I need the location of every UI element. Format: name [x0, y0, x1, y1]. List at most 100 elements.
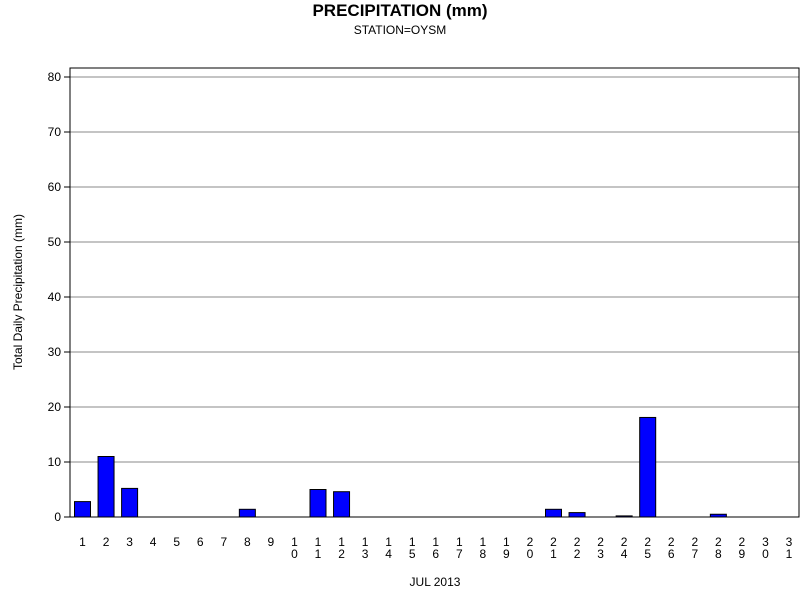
x-tick-digit: 8 [244, 535, 251, 549]
x-tick-digit: 1 [786, 547, 793, 561]
x-tick-digit: 8 [480, 547, 487, 561]
x-tick-digit: 2 [527, 535, 534, 549]
x-tick-label: 10 [291, 535, 298, 561]
x-tick-label: 24 [621, 535, 628, 561]
x-tick-label: 31 [786, 535, 793, 561]
y-tick-label: 40 [48, 290, 62, 304]
x-tick-digit: 2 [597, 535, 604, 549]
x-tick-digit: 0 [527, 547, 534, 561]
bar [121, 487, 139, 518]
y-tick-label: 70 [48, 125, 62, 139]
x-tick-label: 19 [503, 535, 510, 561]
bar [74, 501, 91, 518]
x-tick-digit: 5 [644, 547, 651, 561]
x-tick-label: 5 [173, 535, 180, 549]
y-tick-label: 50 [48, 235, 62, 249]
x-tick-digit: 9 [503, 547, 510, 561]
x-tick-digit: 0 [291, 547, 298, 561]
x-tick-label: 27 [691, 535, 698, 561]
x-tick-digit: 2 [739, 535, 746, 549]
x-tick-label: 15 [409, 535, 416, 561]
x-tick-digit: 4 [150, 535, 157, 549]
x-tick-digit: 3 [597, 547, 604, 561]
y-tick-label: 20 [48, 400, 62, 414]
x-tick-label: 12 [338, 535, 345, 561]
x-tick-label: 3 [126, 535, 133, 549]
x-tick-digit: 1 [432, 535, 439, 549]
x-tick-digit: 9 [739, 547, 746, 561]
x-tick-label: 13 [362, 535, 369, 561]
y-tick-label: 0 [54, 510, 61, 524]
x-tick-label: 21 [550, 535, 557, 561]
x-tick-digit: 1 [480, 535, 487, 549]
x-tick-label: 28 [715, 535, 722, 561]
bar [238, 508, 256, 518]
y-tick-label: 30 [48, 345, 62, 359]
x-tick-label: 25 [644, 535, 651, 561]
y-ticks: 0 10 20 30 40 50 60 70 80 [48, 70, 70, 524]
x-tick-digit: 1 [315, 547, 322, 561]
x-tick-digit: 3 [362, 547, 369, 561]
x-tick-label: 2 [103, 535, 110, 549]
bar [333, 491, 351, 518]
x-tick-digit: 9 [268, 535, 275, 549]
bar [97, 456, 115, 518]
x-axis-label: JUL 2013 [409, 575, 461, 589]
x-tick-digit: 1 [456, 535, 463, 549]
x-tick-digit: 1 [362, 535, 369, 549]
x-tick-label: 30 [762, 535, 769, 561]
x-tick-digit: 2 [621, 535, 628, 549]
x-tick-digit: 2 [644, 535, 651, 549]
x-tick-digit: 2 [715, 535, 722, 549]
bar [568, 512, 586, 518]
y-tick-label: 10 [48, 455, 62, 469]
x-tick-digit: 2 [574, 535, 581, 549]
x-tick-label: 22 [574, 535, 581, 561]
chart-subtitle: STATION=OYSM [353, 23, 447, 37]
x-tick-digit: 6 [432, 547, 439, 561]
bar [545, 508, 562, 518]
x-tick-digit: 3 [786, 535, 793, 549]
x-tick-digit: 6 [197, 535, 204, 549]
x-tick-digit: 0 [762, 547, 769, 561]
x-tick-label: 20 [527, 535, 534, 561]
plot-frame [69, 67, 800, 518]
x-tick-digit: 4 [621, 547, 628, 561]
x-tick-label: 26 [668, 535, 675, 561]
y-tick-label: 60 [48, 180, 62, 194]
x-tick-digit: 1 [315, 535, 322, 549]
x-tick-label: 6 [197, 535, 204, 549]
x-tick-digit: 1 [409, 535, 416, 549]
x-tick-digit: 1 [79, 535, 86, 549]
x-tick-label: 29 [739, 535, 746, 561]
x-tick-digit: 3 [762, 535, 769, 549]
x-tick-digit: 1 [338, 535, 345, 549]
x-tick-digit: 2 [550, 535, 557, 549]
x-tick-digit: 7 [220, 535, 227, 549]
x-tick-digit: 5 [409, 547, 416, 561]
gridlines [70, 76, 799, 463]
x-tick-label: 7 [220, 535, 227, 549]
x-tick-digit: 5 [173, 535, 180, 549]
x-tick-label: 11 [315, 535, 322, 561]
bar [639, 416, 657, 518]
bar [309, 489, 327, 518]
x-tick-label: 14 [385, 535, 392, 561]
x-tick-digit: 3 [126, 535, 133, 549]
chart-title: PRECIPITATION (mm) [312, 1, 488, 20]
x-tick-label: 1 [79, 535, 86, 549]
x-tick-digit: 6 [668, 547, 675, 561]
x-tick-label: 23 [597, 535, 604, 561]
x-tick-digit: 1 [550, 547, 557, 561]
x-tick-label: 4 [150, 535, 157, 549]
x-tick-digit: 2 [691, 535, 698, 549]
x-tick-label: 17 [456, 535, 463, 561]
x-tick-digit: 4 [385, 547, 392, 561]
x-tick-digit: 2 [103, 535, 110, 549]
x-ticks: 1 2 3 4 5 6 7 8 9 1011121314151617181920212223242… [79, 535, 793, 561]
x-tick-label: 9 [268, 535, 275, 549]
x-tick-label: 16 [432, 535, 439, 561]
y-tick-label: 80 [48, 70, 62, 84]
x-tick-label: 18 [480, 535, 487, 561]
